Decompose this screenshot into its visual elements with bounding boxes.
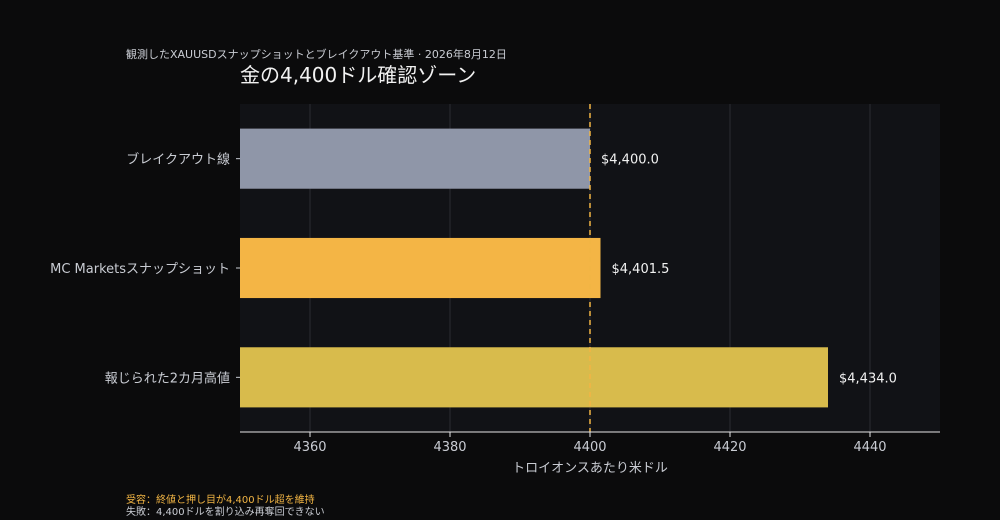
x-tick-label: 4380: [433, 440, 466, 455]
bar: [240, 128, 590, 189]
category-label: 報じられた2カ月高値: [105, 370, 230, 386]
bar: [240, 237, 601, 299]
chart-subtitle: 観測したXAUUSDスナップショットとブレイクアウト基準 · 2026年8月12…: [126, 48, 507, 61]
x-axis-label: トロイオンスあたり米ドル: [512, 461, 668, 476]
x-tick-label: 4400: [573, 440, 606, 455]
x-tick-label: 4420: [713, 440, 746, 455]
x-tick-label: 4440: [853, 440, 886, 455]
chart-title: 金の4,400ドル確認ゾーン: [240, 63, 477, 87]
data-label: $4,434.0: [839, 371, 897, 386]
category-label: ブレイクアウト線: [126, 152, 230, 168]
data-label: $4,400.0: [601, 153, 659, 168]
data-label: $4,401.5: [612, 262, 670, 277]
bar: [240, 347, 828, 408]
fail-note: 失敗：4,400ドルを割り込み再奪回できない: [126, 507, 325, 518]
category-label: MC Marketsスナップショット: [50, 262, 230, 277]
x-tick-label: 4360: [293, 440, 326, 455]
accept-note: 受容：終値と押し目が4,400ドル超を維持: [126, 495, 315, 506]
